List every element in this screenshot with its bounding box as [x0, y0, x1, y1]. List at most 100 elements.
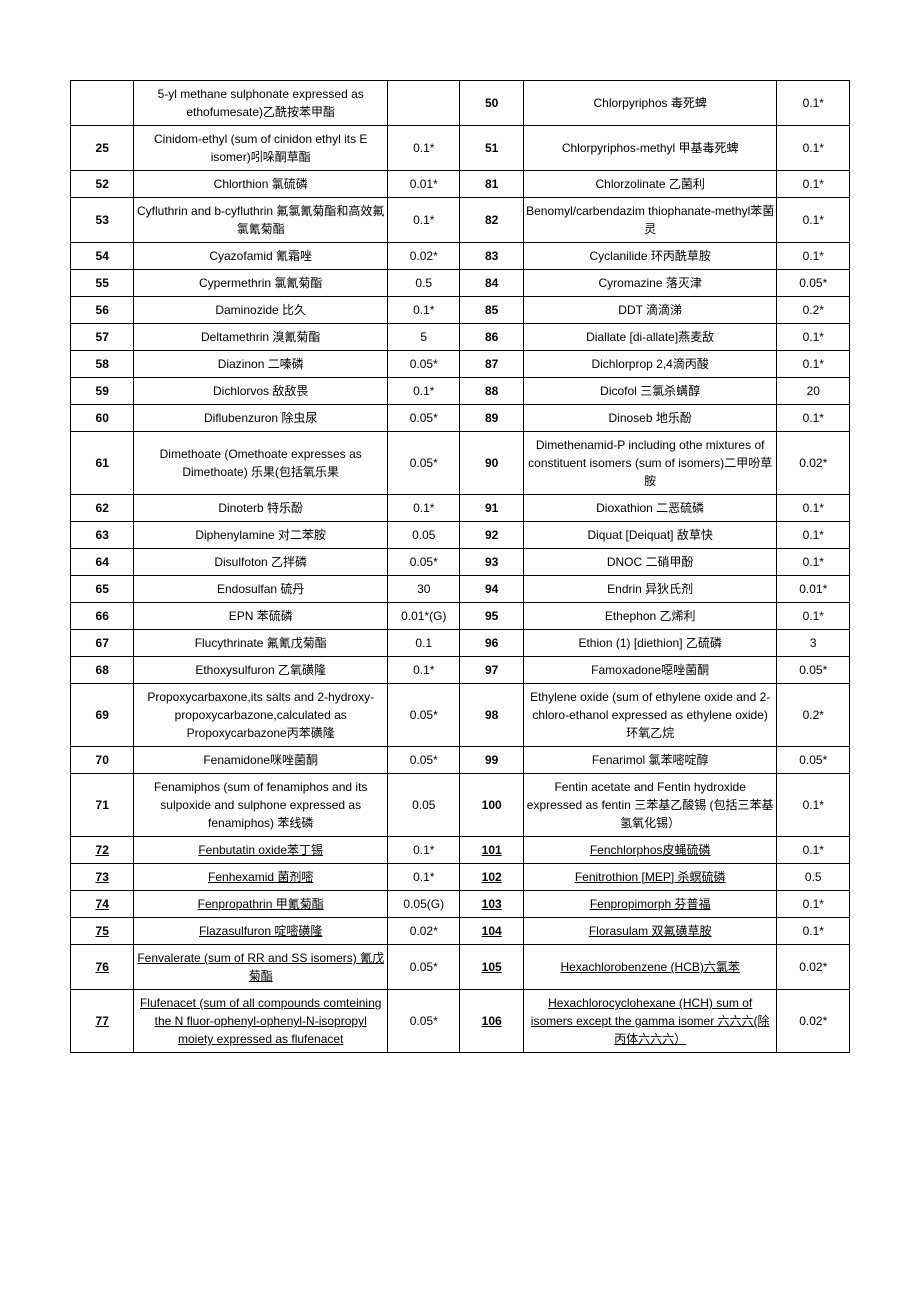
left-number: 64	[71, 549, 134, 576]
left-value	[388, 81, 460, 126]
left-compound-name: Dichlorvos 敌敌畏	[134, 378, 388, 405]
right-number: 83	[460, 243, 523, 270]
left-value: 0.1*	[388, 864, 460, 891]
left-number: 60	[71, 405, 134, 432]
right-value: 0.02*	[777, 945, 850, 990]
left-value: 0.1*	[388, 837, 460, 864]
left-compound-name: Fenamidone咪唑菌酮	[134, 747, 388, 774]
left-value: 0.05*	[388, 990, 460, 1053]
left-value: 0.05*	[388, 549, 460, 576]
left-number: 57	[71, 324, 134, 351]
table-row: 55Cypermethrin 氯氰菊酯0.584Cyromazine 落灭津0.…	[71, 270, 850, 297]
left-number: 61	[71, 432, 134, 495]
right-value: 0.1*	[777, 774, 850, 837]
left-number: 74	[71, 891, 134, 918]
right-compound-name: Ethion (1) [diethion] 乙硫磷	[523, 630, 777, 657]
left-number: 59	[71, 378, 134, 405]
left-number	[71, 81, 134, 126]
left-number: 63	[71, 522, 134, 549]
left-compound-name: Cyazofamid 氰霜唑	[134, 243, 388, 270]
right-compound-name: DDT 滴滴涕	[523, 297, 777, 324]
left-value: 0.05*	[388, 684, 460, 747]
left-number: 71	[71, 774, 134, 837]
left-number: 67	[71, 630, 134, 657]
left-compound-name: Chlorthion 氯硫磷	[134, 171, 388, 198]
table-row: 68Ethoxysulfuron 乙氧磺隆0.1*97Famoxadone噁唑菌…	[71, 657, 850, 684]
table-row: 57Deltamethrin 溴氰菊酯586Diallate [di-allat…	[71, 324, 850, 351]
right-compound-name: Chlorzolinate 乙菌利	[523, 171, 777, 198]
table-row: 70Fenamidone咪唑菌酮0.05*99Fenarimol 氯苯嘧啶醇0.…	[71, 747, 850, 774]
right-value: 0.1*	[777, 351, 850, 378]
table-row: 73Fenhexamid 菌剂嘧0.1*102Fenitrothion [MEP…	[71, 864, 850, 891]
table-row: 52Chlorthion 氯硫磷0.01*81Chlorzolinate 乙菌利…	[71, 171, 850, 198]
left-value: 0.05*	[388, 747, 460, 774]
right-compound-name: Hexachlorocyclohexane (HCH) sum of isome…	[523, 990, 777, 1053]
right-number: 98	[460, 684, 523, 747]
left-value: 0.02*	[388, 918, 460, 945]
left-compound-name: Fenamiphos (sum of fenamiphos and its su…	[134, 774, 388, 837]
left-number: 56	[71, 297, 134, 324]
left-number: 76	[71, 945, 134, 990]
right-value: 0.1*	[777, 171, 850, 198]
right-value: 0.1*	[777, 891, 850, 918]
right-value: 0.02*	[777, 432, 850, 495]
right-value: 0.1*	[777, 405, 850, 432]
right-compound-name: Cyclanilide 环丙酰草胺	[523, 243, 777, 270]
right-value: 0.1*	[777, 549, 850, 576]
table-row: 77Flufenacet (sum of all compounds comte…	[71, 990, 850, 1053]
document-page: 5-yl methane sulphonate expressed as eth…	[0, 0, 920, 1133]
left-number: 66	[71, 603, 134, 630]
right-number: 91	[460, 495, 523, 522]
right-value: 0.1*	[777, 324, 850, 351]
left-compound-name: Deltamethrin 溴氰菊酯	[134, 324, 388, 351]
right-value: 0.1*	[777, 495, 850, 522]
left-compound-name: Fenhexamid 菌剂嘧	[134, 864, 388, 891]
table-row: 61Dimethoate (Omethoate expresses as Dim…	[71, 432, 850, 495]
right-number: 101	[460, 837, 523, 864]
right-number: 84	[460, 270, 523, 297]
right-value: 0.05*	[777, 747, 850, 774]
left-number: 73	[71, 864, 134, 891]
left-compound-name: Flufenacet (sum of all compounds comtein…	[134, 990, 388, 1053]
right-compound-name: Famoxadone噁唑菌酮	[523, 657, 777, 684]
left-compound-name: Cyfluthrin and b-cyfluthrin 氟氯氰菊酯和高效氟氯氰菊…	[134, 198, 388, 243]
right-number: 95	[460, 603, 523, 630]
right-compound-name: Fentin acetate and Fentin hydroxide expr…	[523, 774, 777, 837]
left-value: 5	[388, 324, 460, 351]
right-number: 99	[460, 747, 523, 774]
left-number: 68	[71, 657, 134, 684]
table-row: 56Daminozide 比久0.1*85DDT 滴滴涕0.2*	[71, 297, 850, 324]
right-compound-name: Dichlorprop 2,4滴丙酸	[523, 351, 777, 378]
left-value: 0.1*	[388, 378, 460, 405]
table-row: 62Dinoterb 特乐酚0.1*91Dioxathion 二恶硫磷0.1*	[71, 495, 850, 522]
right-value: 0.1*	[777, 522, 850, 549]
right-number: 81	[460, 171, 523, 198]
pesticide-table: 5-yl methane sulphonate expressed as eth…	[70, 80, 850, 1053]
right-number: 96	[460, 630, 523, 657]
right-number: 51	[460, 126, 523, 171]
left-value: 0.05	[388, 522, 460, 549]
table-row: 67Flucythrinate 氟氰戊菊酯0.196Ethion (1) [di…	[71, 630, 850, 657]
right-value: 3	[777, 630, 850, 657]
left-number: 55	[71, 270, 134, 297]
left-number: 25	[71, 126, 134, 171]
right-compound-name: Ethephon 乙烯利	[523, 603, 777, 630]
left-number: 53	[71, 198, 134, 243]
left-compound-name: Diazinon 二嗪磷	[134, 351, 388, 378]
left-value: 0.01*	[388, 171, 460, 198]
table-row: 74Fenpropathrin 甲氰菊酯0.05(G)103Fenpropimo…	[71, 891, 850, 918]
right-value: 0.1*	[777, 81, 850, 126]
right-number: 89	[460, 405, 523, 432]
left-compound-name: Endosulfan 硫丹	[134, 576, 388, 603]
right-number: 50	[460, 81, 523, 126]
right-compound-name: Fenchlorphos皮蝇硫磷	[523, 837, 777, 864]
right-value: 0.1*	[777, 198, 850, 243]
table-row: 64Disulfoton 乙拌磷0.05*93DNOC 二硝甲酚0.1*	[71, 549, 850, 576]
left-value: 0.1*	[388, 126, 460, 171]
right-value: 0.1*	[777, 243, 850, 270]
right-number: 102	[460, 864, 523, 891]
left-number: 54	[71, 243, 134, 270]
right-compound-name: Fenarimol 氯苯嘧啶醇	[523, 747, 777, 774]
left-value: 0.5	[388, 270, 460, 297]
right-compound-name: Dinoseb 地乐酚	[523, 405, 777, 432]
